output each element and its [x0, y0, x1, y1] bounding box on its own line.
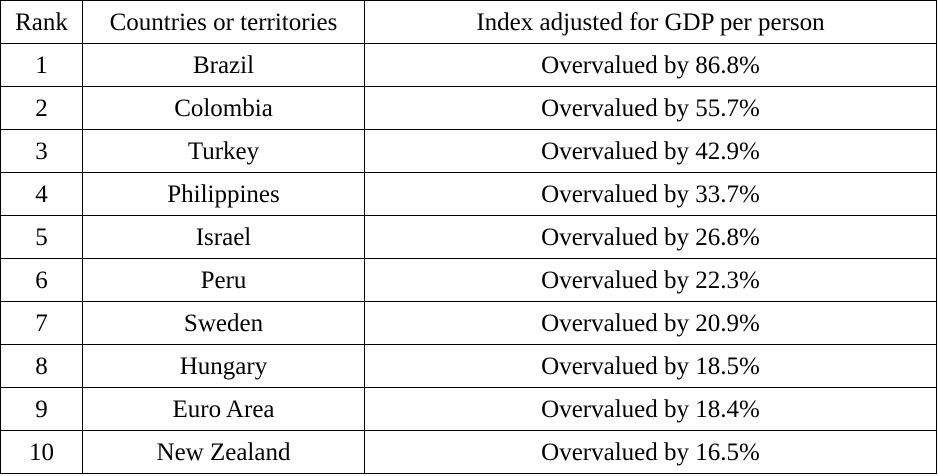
rank-cell: 7	[0, 301, 83, 345]
country-cell: Israel	[82, 215, 365, 259]
index-cell: Overvalued by 18.4%	[364, 387, 937, 431]
index-cell: Overvalued by 86.8%	[364, 43, 937, 87]
index-cell: Overvalued by 20.9%	[364, 301, 937, 345]
index-cell: Overvalued by 18.5%	[364, 344, 937, 388]
index-cell: Overvalued by 22.3%	[364, 258, 937, 302]
table-row: 7 Sweden Overvalued by 20.9%	[0, 301, 937, 345]
rank-cell: 8	[0, 344, 83, 388]
rank-cell: 9	[0, 387, 83, 431]
table-row: 10 New Zealand Overvalued by 16.5%	[0, 430, 937, 474]
rank-cell: 2	[0, 86, 83, 130]
country-cell: Hungary	[82, 344, 365, 388]
header-country: Countries or territories	[82, 0, 365, 44]
table-header-row: Rank Countries or territories Index adju…	[0, 0, 937, 44]
country-cell: Sweden	[82, 301, 365, 345]
table-row: 5 Israel Overvalued by 26.8%	[0, 215, 937, 259]
table-row: 9 Euro Area Overvalued by 18.4%	[0, 387, 937, 431]
country-cell: Euro Area	[82, 387, 365, 431]
index-cell: Overvalued by 55.7%	[364, 86, 937, 130]
country-cell: Brazil	[82, 43, 365, 87]
rank-cell: 1	[0, 43, 83, 87]
table-row: 2 Colombia Overvalued by 55.7%	[0, 86, 937, 130]
table-row: 1 Brazil Overvalued by 86.8%	[0, 43, 937, 87]
rank-cell: 4	[0, 172, 83, 216]
rank-cell: 10	[0, 430, 83, 474]
rank-cell: 3	[0, 129, 83, 173]
country-cell: Colombia	[82, 86, 365, 130]
country-cell: New Zealand	[82, 430, 365, 474]
table-row: 6 Peru Overvalued by 22.3%	[0, 258, 937, 302]
index-cell: Overvalued by 16.5%	[364, 430, 937, 474]
table-row: 3 Turkey Overvalued by 42.9%	[0, 129, 937, 173]
table-row: 8 Hungary Overvalued by 18.5%	[0, 344, 937, 388]
country-cell: Philippines	[82, 172, 365, 216]
header-rank: Rank	[0, 0, 83, 44]
country-cell: Peru	[82, 258, 365, 302]
index-cell: Overvalued by 26.8%	[364, 215, 937, 259]
index-cell: Overvalued by 42.9%	[364, 129, 937, 173]
header-index: Index adjusted for GDP per person	[364, 0, 937, 44]
index-cell: Overvalued by 33.7%	[364, 172, 937, 216]
rank-cell: 5	[0, 215, 83, 259]
country-cell: Turkey	[82, 129, 365, 173]
rank-cell: 6	[0, 258, 83, 302]
table-row: 4 Philippines Overvalued by 33.7%	[0, 172, 937, 216]
